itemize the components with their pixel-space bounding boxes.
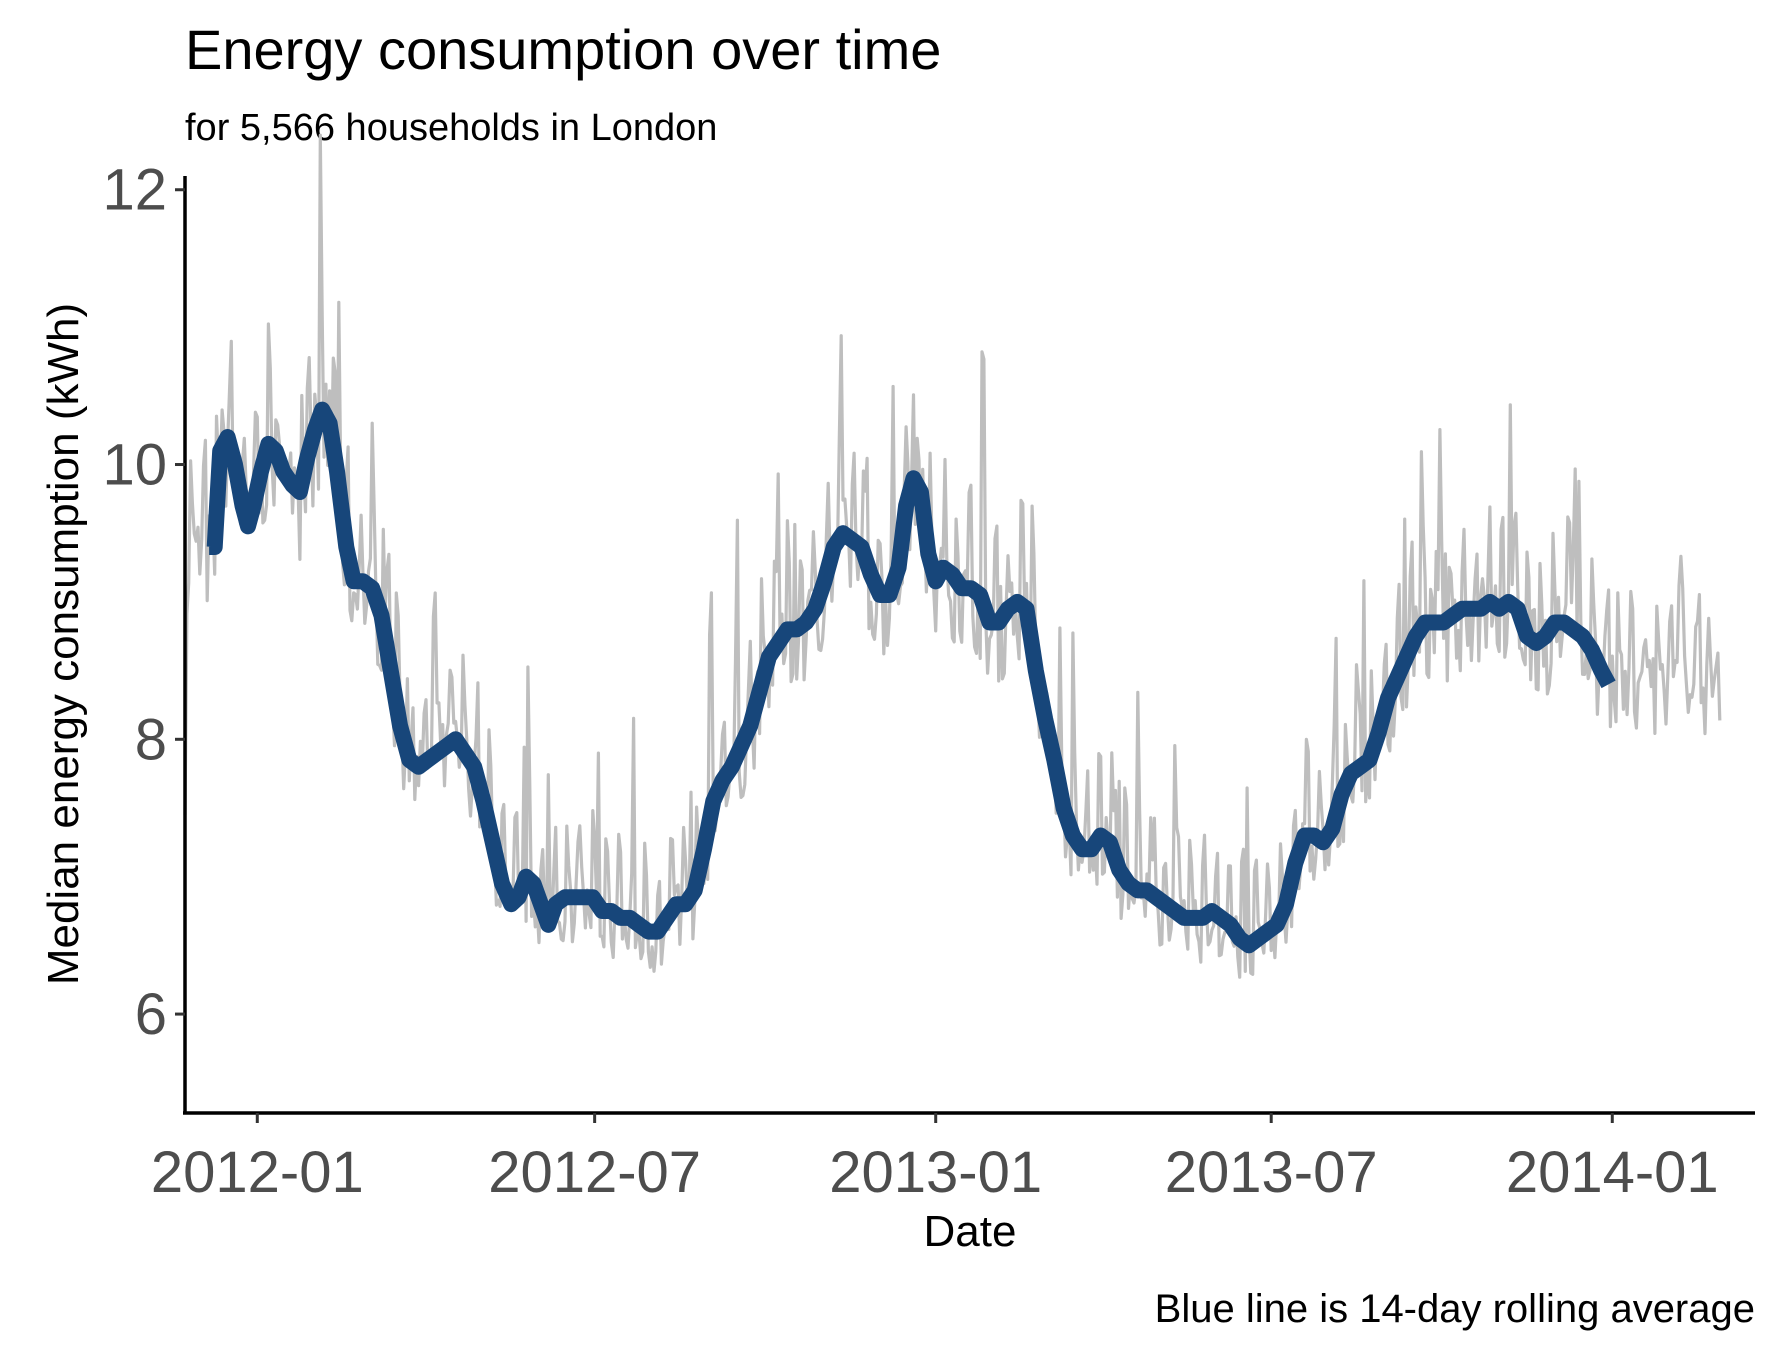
- x-tick-label: 2013-07: [1165, 1140, 1378, 1205]
- y-axis-ticks: 6 8 10 12: [102, 158, 185, 1047]
- x-tick-label: 2012-07: [488, 1140, 701, 1205]
- x-axis-title: Date: [924, 1207, 1017, 1256]
- y-tick-label: 6: [135, 982, 167, 1047]
- x-tick-label: 2012-01: [151, 1140, 364, 1205]
- y-tick-label: 8: [135, 707, 167, 772]
- y-tick-label: 10: [102, 433, 167, 498]
- daily-series-line: [183, 133, 1722, 979]
- chart-subtitle: for 5,566 households in London: [185, 107, 717, 149]
- rolling-series-layer: [206, 401, 1616, 954]
- x-tick-label: 2013-01: [829, 1140, 1042, 1205]
- daily-series-layer: [183, 133, 1722, 979]
- plot-area: [183, 133, 1722, 979]
- chart-caption: Blue line is 14-day rolling average: [1155, 1287, 1755, 1331]
- y-axis-title: Median energy consumption (kWh): [39, 303, 88, 985]
- x-axis-ticks: 2012-01 2012-07 2013-01 2013-07 2014-01: [151, 1113, 1719, 1205]
- x-tick-label: 2014-01: [1506, 1140, 1719, 1205]
- rolling-average-line: [206, 401, 1616, 954]
- y-tick-label: 12: [102, 158, 167, 223]
- chart-title: Energy consumption over time: [185, 18, 941, 81]
